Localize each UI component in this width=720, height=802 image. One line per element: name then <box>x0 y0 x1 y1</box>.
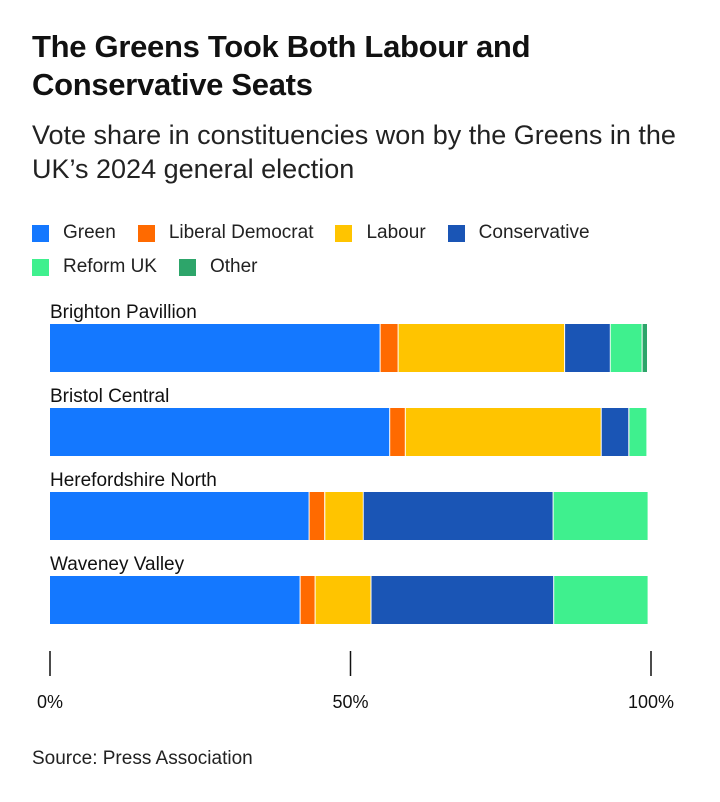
legend-swatch-conservative <box>447 224 465 242</box>
x-tick-label-0: 0% <box>37 692 63 712</box>
legend-label-labour: Labour <box>366 222 426 243</box>
bar-segment-other-brighton-pavillion <box>642 324 647 372</box>
bar-segment-conservative-herefordshire-north <box>363 492 553 540</box>
chart-subtitle: Vote share in constituencies won by the … <box>32 120 676 184</box>
legend-item-other: Other <box>178 256 258 278</box>
legend-swatch-labour <box>335 224 353 242</box>
legend-row: Reform UK Other <box>32 250 692 284</box>
legend-label-other: Other <box>209 256 258 277</box>
legend-item-reform-uk: Reform UK <box>32 256 157 278</box>
x-tick-label-100: 100% <box>628 692 674 712</box>
legend-swatch-other <box>178 258 196 276</box>
bar-segment-reform-uk-waveney-valley <box>554 576 648 624</box>
legend-label-green: Green <box>63 222 116 243</box>
bar-segment-conservative-brighton-pavillion <box>565 324 610 372</box>
bar-segment-liberal-democrat-waveney-valley <box>300 576 315 624</box>
bar-segment-labour-brighton-pavillion <box>398 324 565 372</box>
category-label-herefordshire-north: Herefordshire North <box>50 470 217 491</box>
legend-label-liberal-democrat: Liberal Democrat <box>168 222 314 243</box>
legend-swatch-liberal-democrat <box>137 224 155 242</box>
bar-segment-liberal-democrat-herefordshire-north <box>309 492 325 540</box>
category-label-bristol-central: Bristol Central <box>50 386 169 407</box>
bar-segment-liberal-democrat-bristol-central <box>390 408 405 456</box>
bar-segment-labour-waveney-valley <box>315 576 371 624</box>
legend-row: Green Liberal Democrat Labour Conservati… <box>32 216 692 250</box>
bar-segment-reform-uk-herefordshire-north <box>553 492 648 540</box>
bar-segment-green-waveney-valley <box>50 576 300 624</box>
category-label-waveney-valley: Waveney Valley <box>50 554 185 575</box>
legend-item-green: Green <box>32 222 116 244</box>
legend-label-conservative: Conservative <box>478 222 590 243</box>
legend-item-liberal-democrat: Liberal Democrat <box>137 222 314 244</box>
legend: Green Liberal Democrat Labour Conservati… <box>32 216 692 284</box>
bar-segment-reform-uk-brighton-pavillion <box>610 324 642 372</box>
bar-segment-conservative-waveney-valley <box>371 576 554 624</box>
source-note: Source: Press Association <box>32 748 253 769</box>
chart-title: The Greens Took Both Labour and Conserva… <box>32 29 531 102</box>
x-tick-label-50: 50% <box>332 692 368 712</box>
legend-swatch-reform-uk <box>32 258 49 276</box>
legend-label-reform-uk: Reform UK <box>63 256 157 277</box>
bar-segment-labour-bristol-central <box>405 408 601 456</box>
bar-segment-labour-herefordshire-north <box>325 492 363 540</box>
legend-item-labour: Labour <box>335 222 426 244</box>
bar-segment-liberal-democrat-brighton-pavillion <box>380 324 398 372</box>
bar-segment-green-brighton-pavillion <box>50 324 380 372</box>
category-label-brighton-pavillion: Brighton Pavillion <box>50 302 197 323</box>
legend-item-conservative: Conservative <box>447 222 590 244</box>
bar-segment-green-bristol-central <box>50 408 390 456</box>
bar-segment-green-herefordshire-north <box>50 492 309 540</box>
bar-segment-reform-uk-bristol-central <box>629 408 647 456</box>
bar-segment-conservative-bristol-central <box>601 408 629 456</box>
legend-swatch-green <box>32 224 49 242</box>
